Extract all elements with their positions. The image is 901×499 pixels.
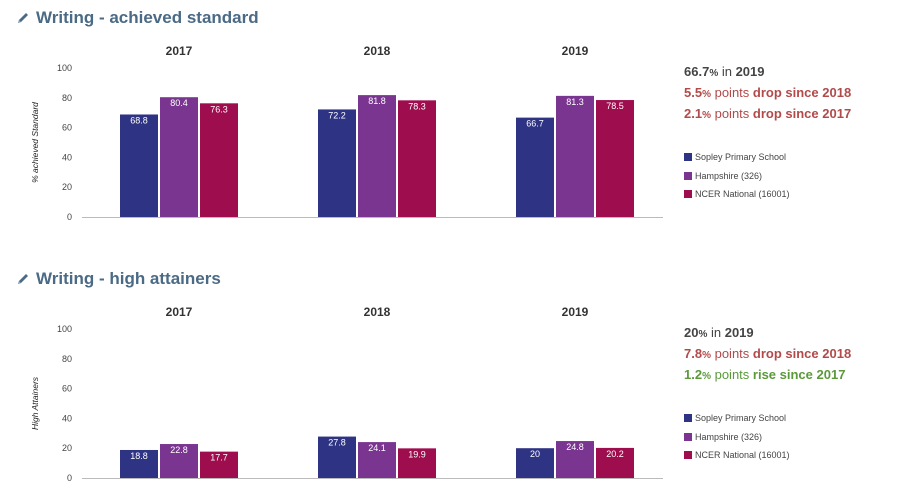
bar	[358, 442, 396, 478]
bar	[318, 109, 356, 217]
section-title-row: Writing - high attainers	[16, 269, 221, 289]
y-tick-label: 100	[57, 324, 72, 334]
y-tick-label: 40	[62, 413, 72, 423]
bar	[160, 444, 198, 478]
legend-item-hampshire: Hampshire (326)	[684, 167, 790, 186]
bar-value-label: 76.3	[210, 104, 228, 114]
summary-line-2019: 20% in 2019	[684, 325, 754, 340]
legend-swatch	[684, 190, 692, 199]
y-tick-label: 0	[67, 212, 72, 222]
y-tick-label: 60	[62, 123, 72, 133]
bar-value-label: 66.7	[526, 119, 544, 129]
bar-value-label: 80.4	[170, 98, 188, 108]
bar	[120, 114, 158, 217]
legend-item-school: Sopley Primary School	[684, 409, 790, 428]
legend-item-national: NCER National (16001)	[684, 185, 790, 204]
summary-line-2019: 66.7% in 2019	[684, 64, 765, 79]
bar-value-label: 19.9	[408, 449, 426, 459]
bar-value-label: 18.8	[130, 451, 148, 461]
bar-value-label: 78.5	[606, 101, 624, 111]
bar	[318, 436, 356, 478]
bar	[200, 103, 238, 217]
y-tick-label: 80	[62, 354, 72, 364]
bar-chart-high-attainers: 0 20 40 60 80 100 High Attainers 2017 18.8 22.8 17…	[30, 305, 663, 483]
category-label: 2017	[166, 44, 193, 58]
legend-item-school: Sopley Primary School	[684, 148, 790, 167]
section-achieved-standard: Writing - achieved standard 0 20 40 60 80 100…	[16, 8, 851, 222]
legend-swatch	[684, 153, 692, 162]
bar-value-label: 78.3	[408, 101, 426, 111]
y-tick-label: 40	[62, 152, 72, 162]
section-high-attainers: Writing - high attainers 0 20 40 60 80 100 Hig…	[0, 261, 901, 499]
y-tick-label: 20	[62, 182, 72, 192]
category-label: 2019	[562, 44, 589, 58]
bar-value-label: 17.7	[210, 453, 228, 463]
y-tick-label: 60	[62, 384, 72, 394]
bar	[398, 448, 436, 478]
legend-item-hampshire: Hampshire (326)	[684, 428, 790, 447]
bar	[596, 447, 634, 478]
pencil-icon	[18, 13, 28, 23]
bar	[596, 100, 634, 217]
summary-line-since-2017: 2.1% points drop since 2017	[684, 106, 852, 121]
bar	[200, 451, 238, 478]
bar-value-label: 24.8	[566, 442, 584, 452]
section-title: Writing - high attainers	[36, 269, 221, 288]
category-label: 2018	[364, 44, 391, 58]
bar	[516, 117, 554, 217]
bar	[358, 95, 396, 217]
bar	[398, 100, 436, 217]
bar-value-label: 72.2	[328, 110, 346, 120]
bar-value-label: 20.2	[606, 449, 624, 459]
bar-chart-achieved-standard: 0 20 40 60 80 100 % achieved Standard 2017 68.8 8…	[30, 44, 663, 222]
y-tick-label: 80	[62, 93, 72, 103]
y-axis-label: High Attainers	[30, 376, 40, 430]
category-label: 2019	[562, 305, 589, 319]
y-axis-label: % achieved Standard	[30, 102, 40, 183]
summary-line-since-2018: 5.5% points drop since 2018	[684, 85, 852, 100]
y-tick-label: 100	[57, 63, 72, 73]
summary-line-since-2017: 1.2% points rise since 2017	[684, 367, 846, 382]
bar-value-label: 20	[530, 449, 540, 459]
bar	[120, 449, 158, 478]
section-title: Writing - achieved standard	[36, 8, 259, 27]
legend-swatch	[684, 451, 692, 460]
chart-legend: Sopley Primary School Hampshire (326) NC…	[684, 409, 790, 465]
summary-line-since-2018: 7.8% points drop since 2018	[684, 346, 852, 361]
y-tick-label: 20	[62, 443, 72, 453]
bar-value-label: 24.1	[368, 443, 386, 453]
summary-block: 66.7% in 2019 5.5% points drop since 201…	[684, 61, 851, 124]
bar-value-label: 27.8	[328, 438, 346, 448]
bar	[160, 97, 198, 217]
bar-value-label: 81.8	[368, 96, 386, 106]
y-tick-label: 0	[67, 473, 72, 483]
category-label: 2017	[166, 305, 193, 319]
category-label: 2018	[364, 305, 391, 319]
summary-block: 20% in 2019 7.8% points drop since 2018 …	[684, 322, 851, 385]
chart-legend: Sopley Primary School Hampshire (326) NC…	[684, 148, 790, 204]
bar	[516, 448, 554, 478]
bar	[556, 95, 594, 217]
section-title-row: Writing - achieved standard	[16, 8, 259, 28]
bar-value-label: 22.8	[170, 445, 188, 455]
legend-swatch	[684, 414, 692, 423]
legend-swatch	[684, 171, 692, 180]
bar-value-label: 68.8	[130, 115, 148, 125]
bar	[556, 441, 594, 478]
legend-swatch	[684, 432, 692, 441]
bar-value-label: 81.3	[566, 97, 584, 107]
pencil-icon	[18, 274, 28, 284]
legend-item-national: NCER National (16001)	[684, 446, 790, 465]
